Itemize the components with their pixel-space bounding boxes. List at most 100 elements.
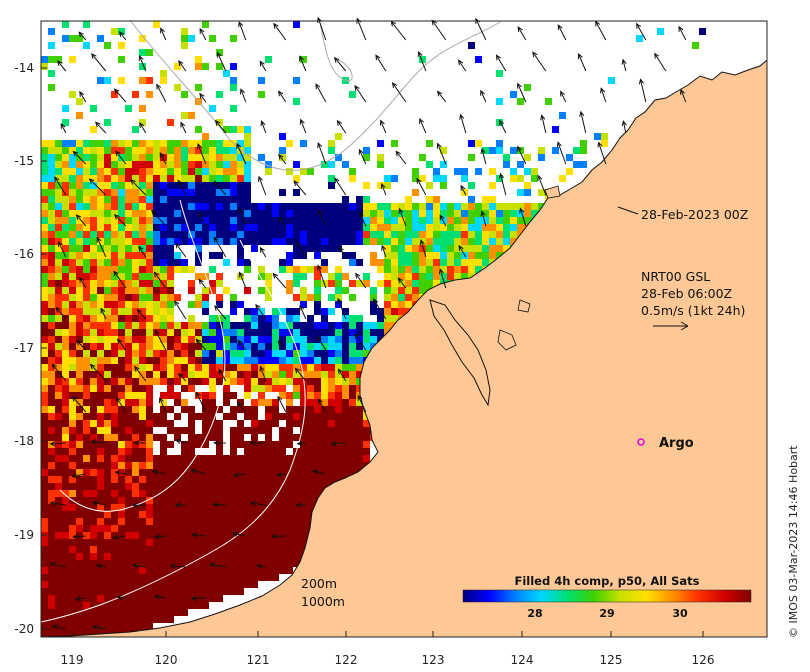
sst-cell bbox=[258, 546, 265, 553]
sst-cell bbox=[125, 623, 132, 630]
sst-cell bbox=[195, 441, 202, 448]
sst-cell bbox=[293, 175, 300, 182]
sst-cell bbox=[146, 357, 153, 364]
sst-cell bbox=[202, 308, 209, 315]
sst-cell bbox=[111, 623, 118, 630]
sst-cell bbox=[237, 511, 244, 518]
sst-cell bbox=[69, 469, 76, 476]
sst-cell bbox=[440, 182, 447, 189]
colorbar-tick-label: 29 bbox=[599, 607, 614, 620]
sst-cell bbox=[524, 168, 531, 175]
sst-cell bbox=[55, 497, 62, 504]
sst-cell bbox=[90, 602, 97, 609]
sst-cell bbox=[447, 224, 454, 231]
sst-cell bbox=[237, 182, 244, 189]
sst-cell bbox=[286, 336, 293, 343]
sst-cell bbox=[440, 238, 447, 245]
sst-cell bbox=[363, 322, 370, 329]
sst-cell bbox=[251, 224, 258, 231]
sst-cell bbox=[209, 546, 216, 553]
sst-cell bbox=[181, 511, 188, 518]
sst-cell bbox=[125, 518, 132, 525]
sst-cell bbox=[146, 196, 153, 203]
sst-cell bbox=[104, 217, 111, 224]
sst-cell bbox=[237, 434, 244, 441]
sst-cell bbox=[265, 280, 272, 287]
sst-cell bbox=[237, 161, 244, 168]
sst-cell bbox=[76, 525, 83, 532]
sst-cell bbox=[377, 182, 384, 189]
sst-cell bbox=[195, 154, 202, 161]
sst-cell bbox=[209, 105, 216, 112]
sst-cell bbox=[517, 217, 524, 224]
sst-cell bbox=[251, 413, 258, 420]
sst-cell bbox=[167, 546, 174, 553]
sst-cell bbox=[363, 217, 370, 224]
sst-cell bbox=[384, 301, 391, 308]
x-tick-label: 122 bbox=[335, 653, 358, 667]
x-tick-label: 120 bbox=[155, 653, 178, 667]
sst-cell bbox=[384, 175, 391, 182]
sst-cell bbox=[300, 532, 307, 539]
current-vector bbox=[117, 338, 127, 351]
sst-cell bbox=[125, 210, 132, 217]
sst-cell bbox=[335, 462, 342, 469]
sst-cell bbox=[83, 588, 90, 595]
sst-cell bbox=[349, 217, 356, 224]
sst-cell bbox=[300, 406, 307, 413]
sst-cell bbox=[139, 539, 146, 546]
sst-cell bbox=[531, 175, 538, 182]
sst-cell bbox=[335, 427, 342, 434]
sst-cell bbox=[244, 357, 251, 364]
sst-cell bbox=[62, 490, 69, 497]
sst-cell bbox=[62, 532, 69, 539]
sst-cell bbox=[139, 623, 146, 630]
sst-cell bbox=[167, 350, 174, 357]
sst-cell bbox=[286, 224, 293, 231]
sst-cell bbox=[286, 308, 293, 315]
sst-cell bbox=[118, 238, 125, 245]
sst-cell bbox=[209, 266, 216, 273]
sst-cell bbox=[132, 287, 139, 294]
sst-cell bbox=[258, 574, 265, 581]
sst-cell bbox=[349, 469, 356, 476]
sst-cell bbox=[419, 56, 426, 63]
sst-cell bbox=[188, 413, 195, 420]
sst-cell bbox=[244, 322, 251, 329]
sst-cell bbox=[97, 273, 104, 280]
sst-cell bbox=[272, 420, 279, 427]
sst-cell bbox=[237, 567, 244, 574]
sst-cell bbox=[307, 329, 314, 336]
sst-cell bbox=[447, 259, 454, 266]
sst-cell bbox=[195, 161, 202, 168]
sst-cell bbox=[111, 567, 118, 574]
sst-cell bbox=[111, 217, 118, 224]
sst-cell bbox=[209, 280, 216, 287]
sst-cell bbox=[90, 301, 97, 308]
sst-cell bbox=[41, 476, 48, 483]
sst-cell bbox=[69, 301, 76, 308]
sst-cell bbox=[125, 532, 132, 539]
sst-cell bbox=[55, 217, 62, 224]
sst-cell bbox=[118, 301, 125, 308]
sst-cell bbox=[342, 378, 349, 385]
sst-cell bbox=[216, 441, 223, 448]
sst-cell bbox=[349, 350, 356, 357]
sst-cell bbox=[300, 448, 307, 455]
sst-cell bbox=[146, 504, 153, 511]
sst-cell bbox=[41, 560, 48, 567]
sst-cell bbox=[188, 378, 195, 385]
sst-cell bbox=[118, 378, 125, 385]
sst-cell bbox=[146, 609, 153, 616]
current-vector bbox=[277, 395, 287, 413]
sst-cell bbox=[223, 490, 230, 497]
sst-cell bbox=[48, 595, 55, 602]
sst-cell bbox=[335, 322, 342, 329]
sst-cell bbox=[97, 455, 104, 462]
sst-cell bbox=[55, 224, 62, 231]
sst-cell bbox=[237, 364, 244, 371]
sst-cell bbox=[69, 504, 76, 511]
sst-cell bbox=[125, 392, 132, 399]
sst-cell bbox=[412, 245, 419, 252]
sst-cell bbox=[608, 77, 615, 84]
